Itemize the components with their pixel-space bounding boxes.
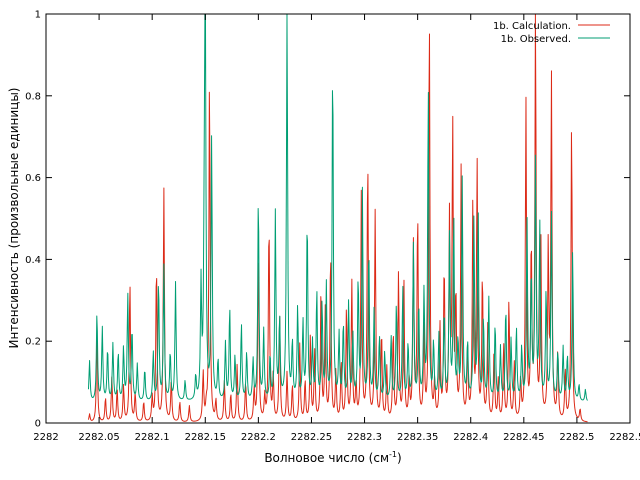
y-tick-label: 0.4 — [25, 255, 41, 266]
plot-area — [45, 13, 631, 424]
y-axis-label: Интенсивность (произвольные единицы) — [7, 88, 21, 349]
x-axis-label-superscript: -1 — [389, 450, 397, 459]
x-tick-label: 2282.2 — [241, 432, 276, 443]
legend-label-observed: 1b. Observed. — [501, 34, 571, 45]
x-tick-label: 2282 — [33, 432, 58, 443]
plot-frame — [45, 13, 631, 424]
y-tick-label: 0.2 — [25, 337, 41, 348]
x-tick-label: 2282.4 — [453, 432, 488, 443]
series-line-1 — [87, 13, 588, 401]
y-tick-label: 0.6 — [25, 173, 41, 184]
ticks-layer — [45, 13, 631, 424]
legend-label-calculation: 1b. Calculation. — [493, 21, 571, 32]
x-tick-label: 2282.5 — [559, 432, 594, 443]
series-layer — [87, 13, 588, 423]
x-tick-label: 2282.05 — [78, 432, 119, 443]
x-tick-label: 2282.1 — [135, 432, 170, 443]
tick-labels: 2282 2282.05 2282.1 2282.15 2282.2 2282.25 228… — [25, 10, 640, 444]
y-tick-label: 0 — [35, 419, 41, 430]
x-tick-label: 2282.15 — [185, 432, 226, 443]
x-axis-label: Волновое число (см-1) — [264, 450, 401, 465]
x-axis-label-end: ) — [397, 451, 402, 465]
y-tick-label: 0.8 — [25, 91, 41, 102]
x-tick-label: 2282.45 — [503, 432, 544, 443]
x-axis-label-text: Волновое число (см — [264, 451, 389, 465]
x-tick-label: 2282.3 — [347, 432, 382, 443]
x-tick-label: 2282.25 — [291, 432, 332, 443]
x-tick-label: 2282.55 — [609, 432, 640, 443]
y-tick-label: 1 — [35, 10, 41, 21]
x-tick-label: 2282.35 — [397, 432, 438, 443]
legend: 1b. Calculation. 1b. Observed. — [493, 21, 610, 45]
